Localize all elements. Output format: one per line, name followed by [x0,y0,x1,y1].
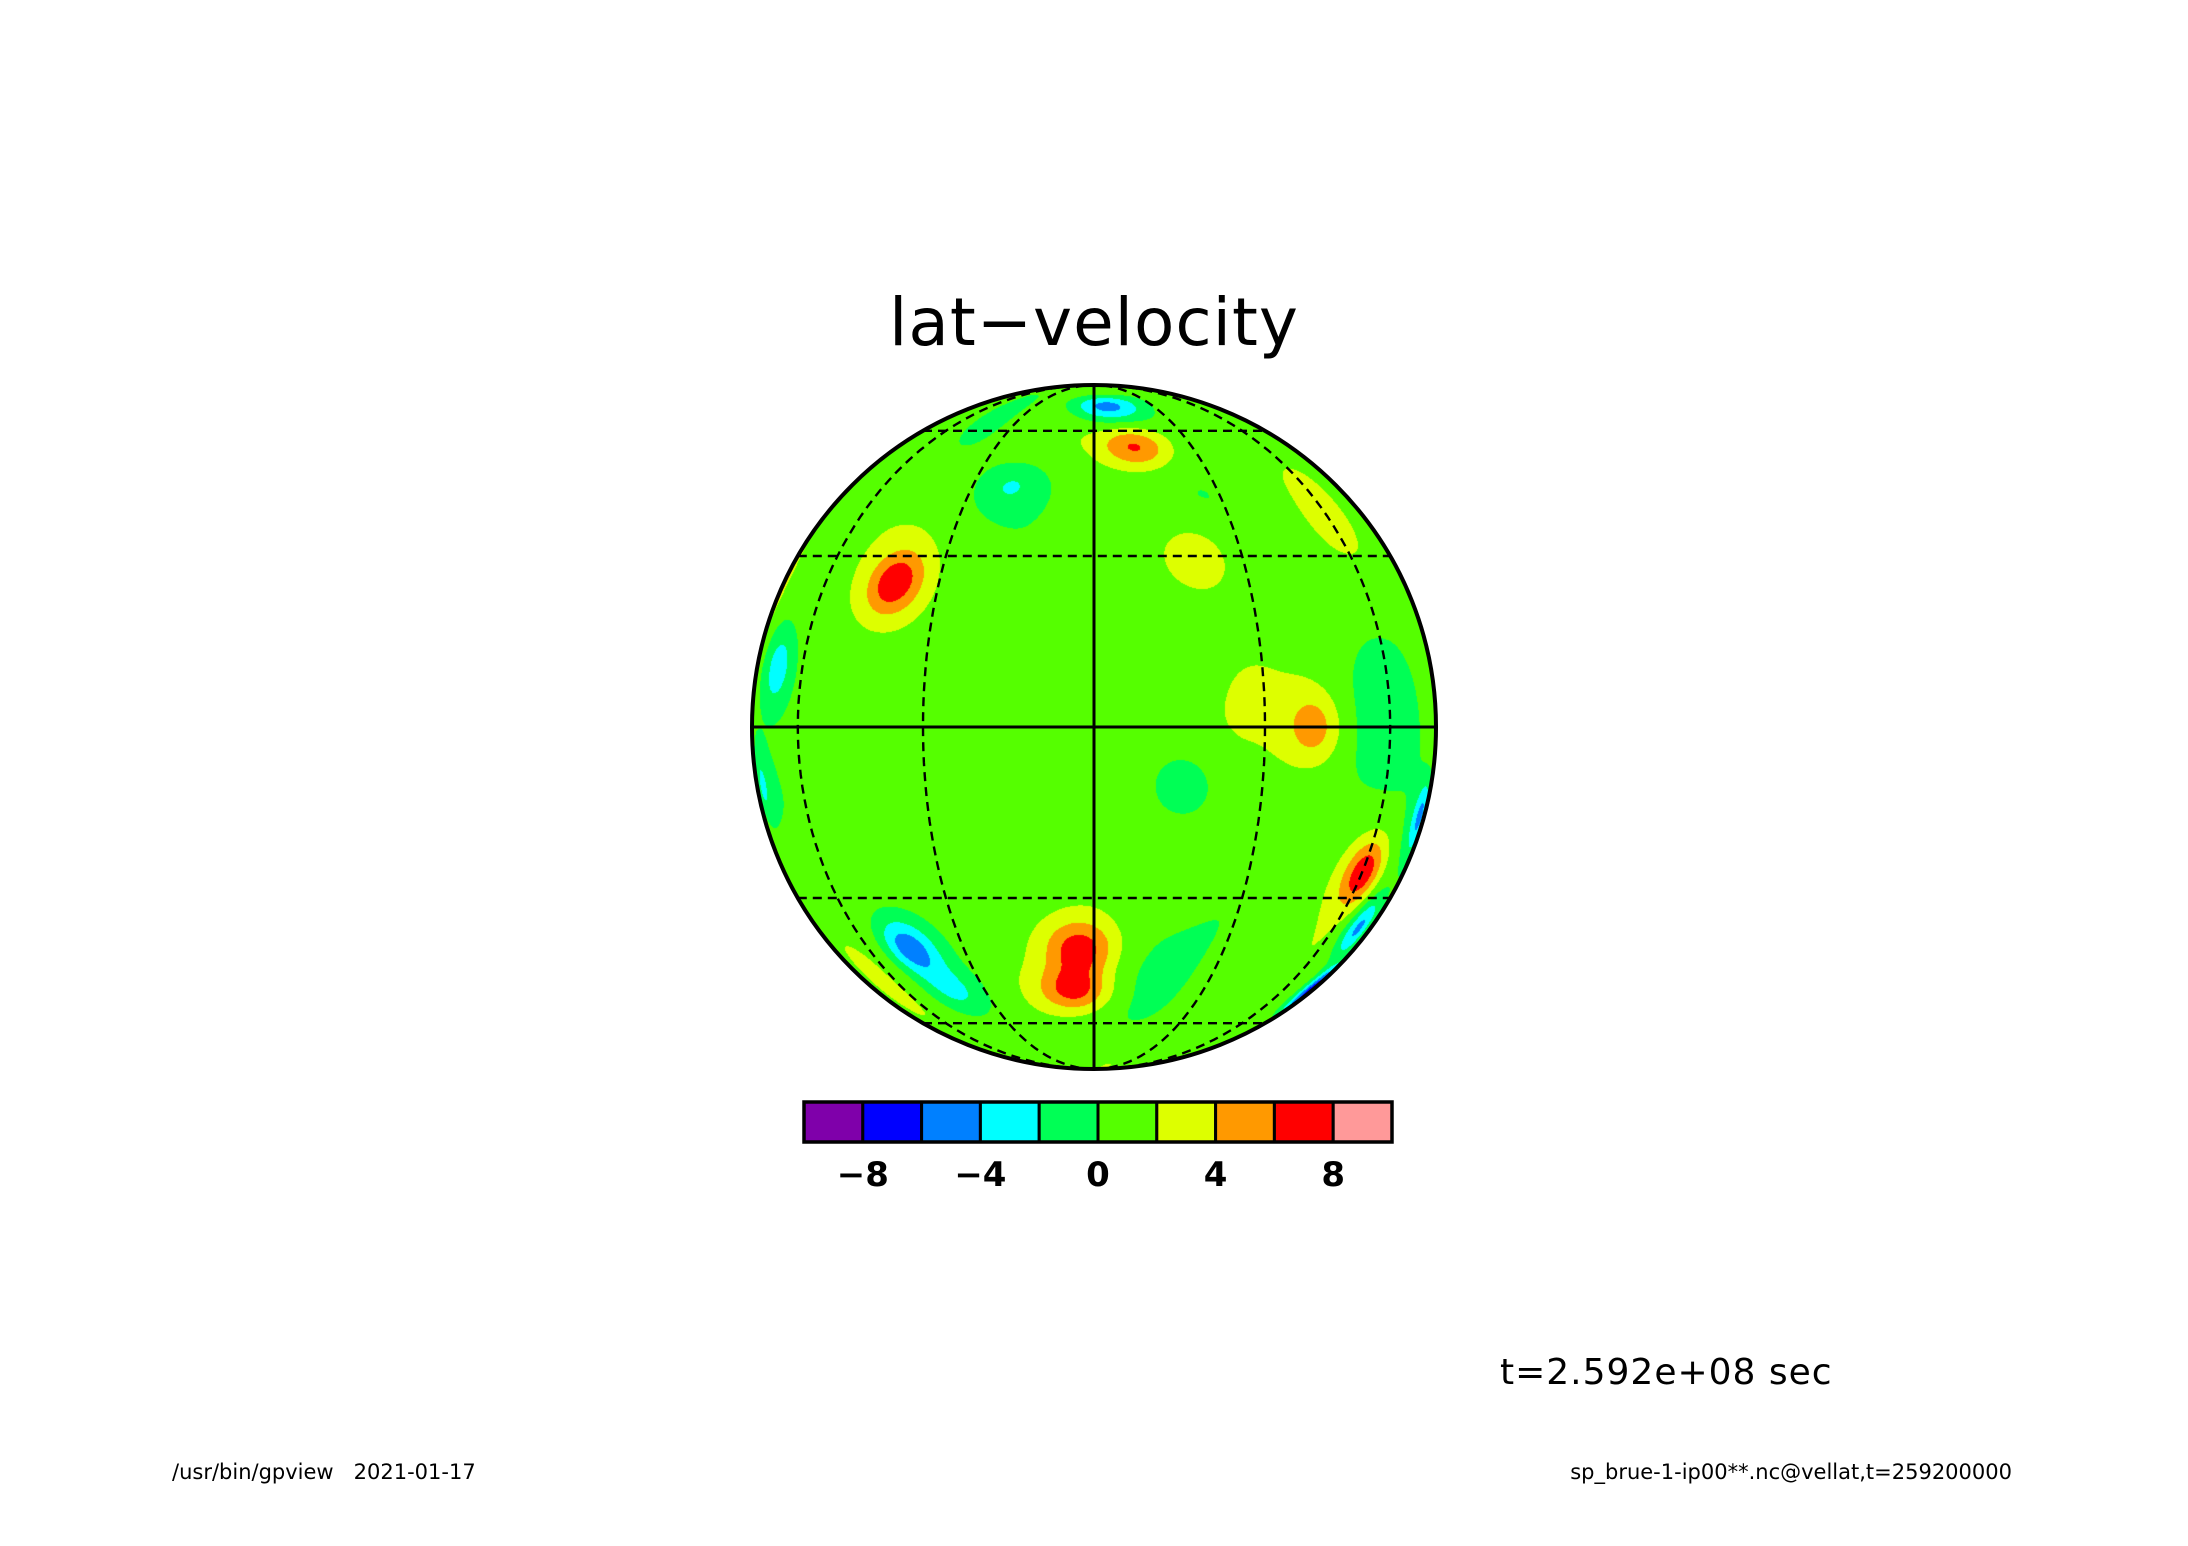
globe-outline [750,383,1438,1071]
colorbar-cell [1214,1100,1276,1144]
colorbar-cell [920,1100,982,1144]
colorbar-cell [802,1100,865,1144]
colorbar-cell [861,1100,924,1144]
footer-left: /usr/bin/gpview 2021-01-17 [172,1460,476,1484]
chart-title: lat−velocity [889,284,1299,361]
plot-date: 2021-01-17 [353,1460,476,1484]
program-path: /usr/bin/gpview [172,1460,334,1484]
colorbar-cell [1331,1100,1394,1144]
colorbar-tick-label: 8 [1321,1155,1345,1195]
colorbar-cell [978,1100,1041,1144]
colorbar-cell [1272,1100,1335,1144]
colorbar-tick-label: −4 [954,1155,1006,1195]
colorbar-cell [1037,1100,1100,1144]
colorbar-tick-label: 4 [1204,1155,1228,1195]
time-label: t=2.592e+08 sec [1500,1352,1833,1393]
footer-source: sp_brue-1-ip00**.nc@vellat,t=259200000 [1570,1460,2012,1484]
colorbar-cell [1096,1100,1159,1144]
colorbar-tick-label: 0 [1086,1155,1110,1195]
colorbar-cell [1155,1100,1218,1144]
meridian-line [921,383,1095,1071]
colorbar-tick-label: −8 [837,1155,889,1195]
colorbar-outline [802,1100,1394,1144]
